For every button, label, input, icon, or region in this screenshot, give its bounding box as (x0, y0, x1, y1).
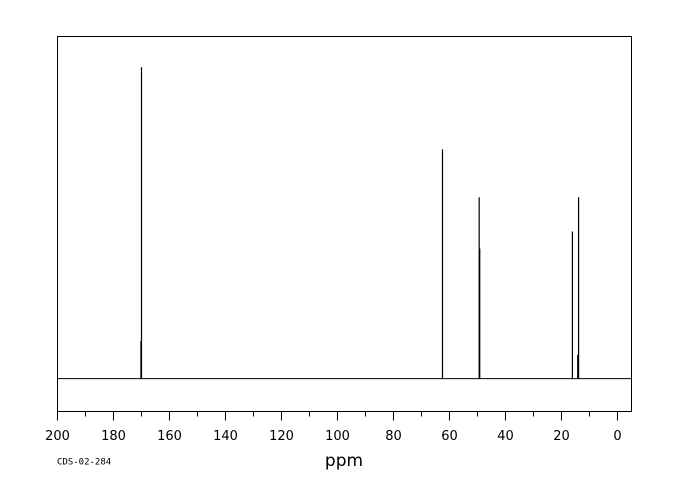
x-tick-label: 160 (157, 429, 182, 444)
x-axis-label: ppm (325, 451, 363, 471)
x-tick-label: 60 (441, 429, 458, 444)
plot-frame (57, 36, 632, 412)
x-tick-label: 80 (385, 429, 402, 444)
x-tick-label: 20 (553, 429, 570, 444)
x-tick-label: 100 (325, 429, 350, 444)
footnote: CDS-02-284 (57, 458, 111, 468)
x-tick-label: 0 (613, 429, 621, 444)
x-tick-label: 120 (269, 429, 294, 444)
x-tick-label: 140 (213, 429, 238, 444)
x-tick-label: 200 (45, 429, 70, 444)
x-tick-label: 180 (101, 429, 126, 444)
x-tick-label: 40 (497, 429, 514, 444)
